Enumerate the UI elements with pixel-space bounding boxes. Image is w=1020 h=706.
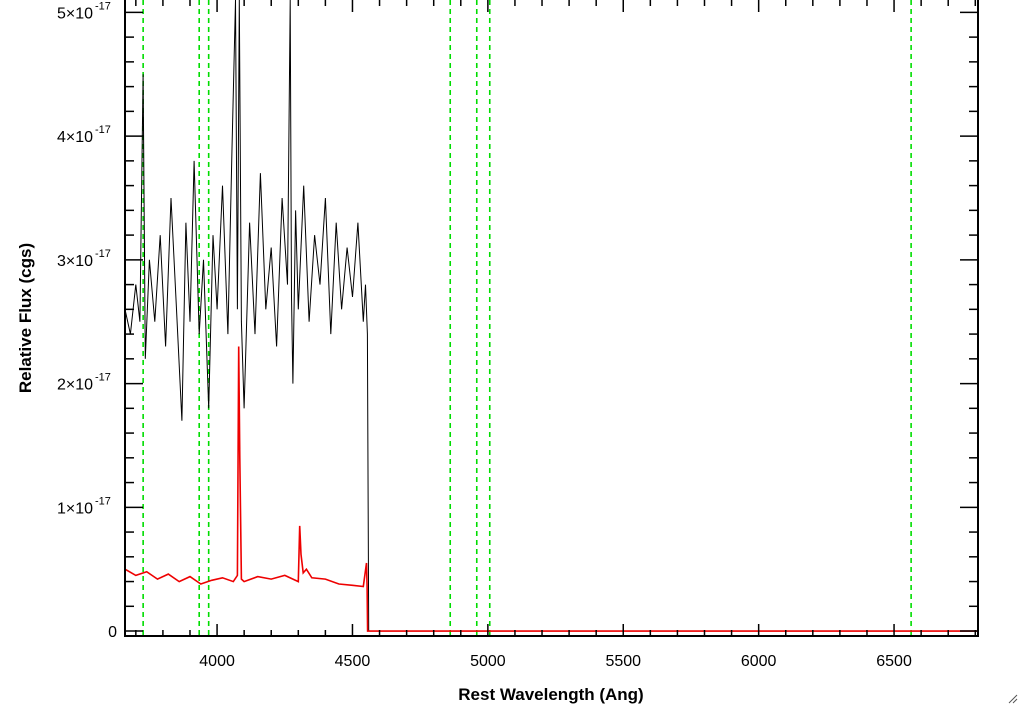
y-tick-exponent-4: -17 <box>95 124 111 136</box>
x-tick-label-5000: 5000 <box>470 653 506 670</box>
x-tick-label-6000: 6000 <box>741 653 777 670</box>
y-tick-exponent-1: -17 <box>95 495 111 507</box>
y-tick-label-3: 3×10 <box>57 253 93 270</box>
x-tick-label-4000: 4000 <box>199 653 235 670</box>
y-tick-label-2: 2×10 <box>57 377 93 394</box>
x-axis: 4000 4500 5000 5500 6000 6500 <box>135 0 977 670</box>
x-tick-label-6500: 6500 <box>876 653 912 670</box>
x-axis-label: Rest Wavelength (Ang) <box>458 685 643 704</box>
reference-lines <box>142 0 912 636</box>
y-tick-exponent-2: -17 <box>95 372 111 384</box>
y-axis-label: Relative Flux (cgs) <box>16 243 35 393</box>
series-line-1 <box>124 346 978 632</box>
y-tick-label-1: 1×10 <box>57 500 93 517</box>
x-tick-label-4500: 4500 <box>335 653 371 670</box>
spectrum-series <box>124 0 978 632</box>
y-tick-label-0: 0 <box>108 624 117 641</box>
resize-grip-icon[interactable] <box>1006 692 1018 704</box>
plot-frame <box>124 0 979 637</box>
y-tick-label-5: 5×10 <box>57 5 93 22</box>
y-axis: 01×10 -172×10 -173×10 -174×10 -175×10 -17 <box>57 0 978 641</box>
y-tick-exponent-5: -17 <box>95 0 111 12</box>
y-tick-exponent-3: -17 <box>95 248 111 260</box>
x-tick-label-5500: 5500 <box>605 653 641 670</box>
series-line-0 <box>124 0 370 632</box>
y-tick-label-4: 4×10 <box>57 129 93 146</box>
